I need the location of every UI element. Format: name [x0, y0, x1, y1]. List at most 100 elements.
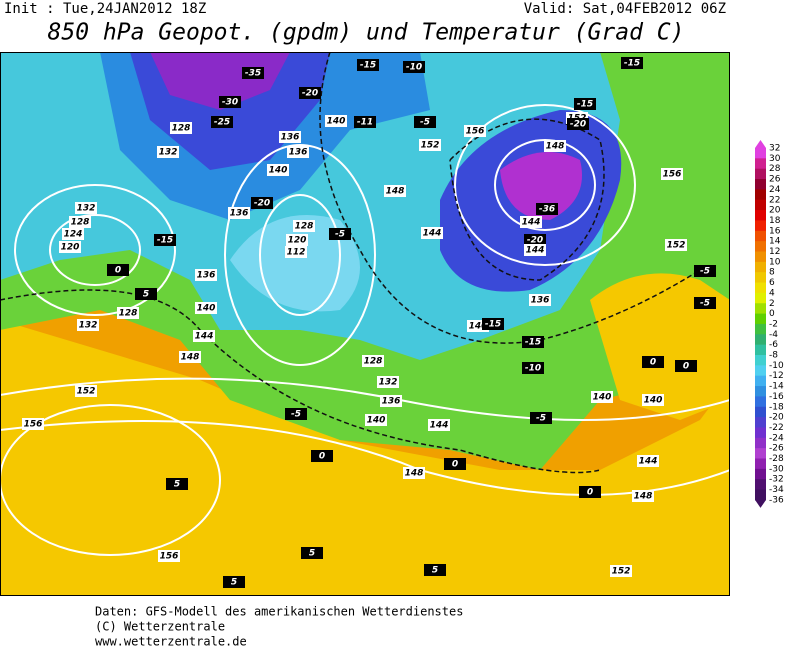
contour-label: 144 [195, 332, 214, 342]
colorbar-swatch [755, 189, 766, 201]
colorbar-label: -30 [769, 464, 784, 474]
colorbar-label: -36 [769, 495, 784, 505]
contour-label: 136 [197, 271, 216, 281]
contour-label: -20 [570, 120, 586, 130]
colorbar-swatch [755, 303, 766, 315]
contour-label: 144 [639, 457, 658, 467]
label-box [279, 131, 301, 143]
label-box [166, 478, 188, 490]
label-box [286, 234, 308, 246]
contour-label: -5 [536, 414, 546, 424]
label-box [522, 362, 544, 374]
contour-label: 128 [119, 309, 138, 319]
label-box [62, 228, 84, 240]
label-box [621, 57, 643, 69]
label-box [329, 228, 351, 240]
label-box [544, 140, 566, 152]
colorbar-label: 18 [769, 216, 781, 226]
contour-label: 140 [367, 416, 386, 426]
colorbar-swatch [755, 386, 766, 397]
label-box [287, 146, 309, 158]
contour-label: 128 [364, 357, 383, 367]
contour-label: 136 [289, 148, 308, 158]
label-box [325, 115, 347, 127]
map-title: 850 hPa Geopot. (gpdm) und Temperatur (G… [48, 20, 685, 46]
field [500, 152, 582, 220]
contour-label: -15 [577, 100, 593, 110]
init-time: Init : Tue,24JAN2012 18Z [4, 1, 206, 17]
colorbar-swatch [755, 468, 766, 480]
contour-label: 144 [430, 421, 449, 431]
colorbar-swatch [755, 272, 766, 284]
colorbar-label: -24 [769, 433, 784, 443]
contour-label: -15 [157, 236, 173, 246]
footer-line: Daten: GFS-Modell des amerikanischen Wet… [95, 605, 463, 619]
label-box [211, 116, 233, 128]
contour-label: 136 [531, 296, 550, 306]
colorbar-label: 0 [769, 309, 775, 319]
contour-label: 136 [382, 397, 401, 407]
contour-label: 148 [634, 492, 653, 502]
contour-label: 0 [587, 488, 593, 498]
colorbar-swatch [755, 458, 766, 470]
colorbar-label: -16 [769, 392, 784, 402]
colorbar-swatch [755, 334, 766, 346]
label-box [301, 547, 323, 559]
contour-label: -15 [360, 61, 376, 71]
colorbar-swatch [755, 479, 766, 491]
label-box [75, 385, 97, 397]
colorbar-label: -4 [769, 330, 778, 340]
contour-label: 5 [309, 549, 315, 559]
label-box [285, 246, 307, 258]
label-box [403, 467, 425, 479]
field [150, 52, 290, 110]
contour-label: -5 [335, 230, 345, 240]
label-box [632, 490, 654, 502]
label-box [22, 418, 44, 430]
contour-label: -20 [302, 89, 318, 99]
colorbar-label: 8 [769, 268, 775, 278]
label-box [421, 227, 443, 239]
colorbar-label: 30 [769, 154, 781, 164]
contour-label: -25 [214, 118, 230, 128]
contour-label: 144 [522, 218, 541, 228]
label-box [579, 486, 601, 498]
label-box [154, 234, 176, 246]
colorbar-swatch [755, 396, 766, 408]
colorbar-label: 20 [769, 206, 781, 216]
contour-label: 152 [77, 387, 96, 397]
colorbar-label: -2 [769, 319, 778, 329]
contour-label: 156 [24, 420, 43, 430]
contour-label: 128 [71, 218, 90, 228]
colorbar-label: 28 [769, 164, 781, 174]
label-box [311, 450, 333, 462]
label-box [228, 207, 250, 219]
colorbar-swatch [755, 417, 766, 428]
label-box [675, 360, 697, 372]
label-box [362, 355, 384, 367]
contour-label: -5 [700, 267, 710, 277]
contour-label: 5 [432, 566, 438, 576]
colorbar-swatch [755, 230, 766, 242]
label-box [424, 564, 446, 576]
contour-label: 152 [667, 241, 686, 251]
label-box [195, 302, 217, 314]
colorbar-label: -26 [769, 444, 784, 454]
label-box [223, 576, 245, 588]
contour-label: 120 [288, 236, 307, 246]
contour-label: -15 [525, 338, 541, 348]
label-box [193, 330, 215, 342]
colorbar-swatch [755, 448, 766, 459]
label-box [661, 168, 683, 180]
colorbar-label: -32 [769, 475, 784, 485]
contour-label: 156 [663, 170, 682, 180]
label-box [444, 458, 466, 470]
contour-label: 132 [77, 204, 96, 214]
colorbar-label: -20 [769, 413, 784, 423]
label-box [482, 318, 504, 330]
colorbar-swatch [755, 427, 766, 439]
contour-label: -5 [420, 118, 430, 128]
label-box [117, 307, 139, 319]
contour-label: 128 [172, 124, 191, 134]
colorbar-swatch [755, 323, 766, 335]
